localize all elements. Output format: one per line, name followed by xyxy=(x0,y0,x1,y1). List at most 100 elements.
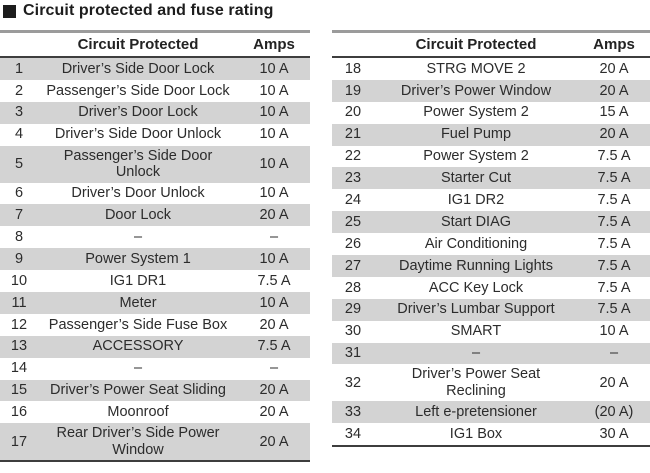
cell-amps: 20 A xyxy=(599,126,629,143)
cell-amps: 20 A xyxy=(259,207,289,224)
cell-amps: 10 A xyxy=(259,60,289,77)
cell-circuit: Power System 2 xyxy=(423,148,529,165)
cell-circuit: SMART xyxy=(450,323,502,340)
cell-circuit: Power System 2 xyxy=(423,104,529,121)
cell-number: 10 xyxy=(10,272,28,289)
cell-amps: 10 A xyxy=(599,323,629,340)
cell-number: 3 xyxy=(14,104,24,121)
cell-circuit: Left e-pretensioner xyxy=(415,404,537,421)
cell-number: 15 xyxy=(10,382,28,399)
table-row: 28 ACC Key Lock 7.5 A xyxy=(332,276,650,299)
table-row: 7 Door Lock 20 A xyxy=(0,204,310,227)
cell-circuit: IG1 Box xyxy=(449,426,503,443)
cell-amps: – xyxy=(269,229,279,246)
cell-circuit: Meter xyxy=(119,294,157,311)
section-title: Circuit protected and fuse rating xyxy=(3,2,273,20)
table-row: 6 Driver’s Door Unlock 10 A xyxy=(0,182,310,205)
cell-amps: 10 A xyxy=(259,294,289,311)
table-row: 22 Power System 2 7.5 A xyxy=(332,145,650,168)
cell-number: 23 xyxy=(344,170,362,187)
table-row: 27 Daytime Running Lights 7.5 A xyxy=(332,255,650,277)
cell-number: 29 xyxy=(344,301,362,318)
cell-circuit: Power System 1 xyxy=(85,250,191,267)
table-row: 4 Driver’s Side Door Unlock 10 A xyxy=(0,123,310,146)
table-row: 10 IG1 DR1 7.5 A xyxy=(0,270,310,293)
cell-circuit: Driver’s Power Window xyxy=(400,82,552,99)
cell-circuit: Passenger’s Side Fuse Box xyxy=(48,316,228,333)
cell-number: 30 xyxy=(344,323,362,340)
cell-number: 26 xyxy=(344,235,362,252)
cell-amps: 20 A xyxy=(599,60,629,77)
table-body: 1 Driver’s Side Door Lock 10 A 2 Passeng… xyxy=(0,58,310,461)
cell-circuit: Passenger’s Side Door Unlock xyxy=(63,147,213,181)
cell-circuit: IG1 DR2 xyxy=(447,192,505,209)
cell-circuit: Start DIAG xyxy=(440,213,512,230)
cell-number: 34 xyxy=(344,426,362,443)
cell-number: 24 xyxy=(344,192,362,209)
cell-number: 12 xyxy=(10,316,28,333)
cell-amps: 20 A xyxy=(599,374,629,391)
cell-number: 27 xyxy=(344,257,362,274)
table-row: 3 Driver’s Door Lock 10 A xyxy=(0,101,310,124)
cell-amps: – xyxy=(609,345,619,362)
cell-amps: 20 A xyxy=(599,82,629,99)
cell-amps: 7.5 A xyxy=(597,301,631,318)
table-row: 5 Passenger’s Side Door Unlock 10 A xyxy=(0,145,310,183)
cell-number: 13 xyxy=(10,338,28,355)
cell-amps: 7.5 A xyxy=(597,148,631,165)
cell-amps: – xyxy=(269,360,279,377)
cell-number: 14 xyxy=(10,360,28,377)
cell-circuit: Daytime Running Lights xyxy=(399,257,553,274)
cell-number: 17 xyxy=(10,433,28,450)
cell-circuit: Rear Driver’s Side Power Window xyxy=(56,425,220,458)
table-row: 11 Meter 10 A xyxy=(0,292,310,314)
cell-circuit: Driver’s Lumbar Support xyxy=(397,301,555,318)
cell-circuit: – xyxy=(133,229,143,246)
table-row: 2 Passenger’s Side Door Lock 10 A xyxy=(0,79,310,102)
cell-amps: 7.5 A xyxy=(597,257,631,274)
cell-circuit: Door Lock xyxy=(104,207,172,224)
cell-circuit: IG1 DR1 xyxy=(109,272,167,289)
cell-circuit: Fuel Pump xyxy=(440,126,512,143)
table-row: 1 Driver’s Side Door Lock 10 A xyxy=(0,58,310,80)
table-row: 33 Left e-pretensioner (20 A) xyxy=(332,401,650,424)
cell-number: 4 xyxy=(14,126,24,143)
section-bullet-icon xyxy=(3,4,16,18)
header-circuit-protected: Circuit Protected xyxy=(77,36,199,53)
table-row: 23 Starter Cut 7.5 A xyxy=(332,167,650,190)
cell-number: 7 xyxy=(14,207,24,224)
cell-circuit: Driver’s Door Lock xyxy=(78,104,198,121)
cell-number: 32 xyxy=(344,374,362,391)
table-row: 13 ACCESSORY 7.5 A xyxy=(0,335,310,358)
cell-circuit: Starter Cut xyxy=(440,170,512,187)
table-row: 18 STRG MOVE 2 20 A xyxy=(332,58,650,80)
cell-amps: 30 A xyxy=(599,426,629,443)
cell-amps: (20 A) xyxy=(594,404,634,421)
table-row: 15 Driver’s Power Seat Sliding 20 A xyxy=(0,379,310,402)
table-row: 31 – – xyxy=(332,342,650,365)
cell-circuit: ACC Key Lock xyxy=(428,279,524,296)
cell-amps: 20 A xyxy=(259,316,289,333)
cell-circuit: – xyxy=(133,360,143,377)
table-row: 14 – – xyxy=(0,357,310,380)
cell-circuit: Passenger’s Side Door Lock xyxy=(46,82,230,99)
cell-amps: 10 A xyxy=(259,250,289,267)
cell-circuit: – xyxy=(471,345,481,362)
cell-amps: 10 A xyxy=(259,155,289,172)
cell-amps: 7.5 A xyxy=(597,170,631,187)
table-header-row: Circuit Protected Amps xyxy=(332,33,650,58)
cell-amps: 20 A xyxy=(259,433,289,450)
cell-circuit: Driver’s Side Door Unlock xyxy=(54,126,222,143)
table-row: 21 Fuel Pump 20 A xyxy=(332,123,650,146)
table-row: 32 Driver’s Power Seat Reclining 20 A xyxy=(332,364,650,402)
cell-number: 16 xyxy=(10,404,28,421)
cell-amps: 7.5 A xyxy=(597,192,631,209)
cell-amps: 10 A xyxy=(259,82,289,99)
table-row: 30 SMART 10 A xyxy=(332,320,650,343)
header-amps: Amps xyxy=(253,36,295,53)
cell-number: 31 xyxy=(344,345,362,362)
cell-number: 19 xyxy=(344,82,362,99)
fuse-table-right: Circuit Protected Amps 18 STRG MOVE 2 20… xyxy=(332,30,650,448)
cell-amps: 20 A xyxy=(259,404,289,421)
